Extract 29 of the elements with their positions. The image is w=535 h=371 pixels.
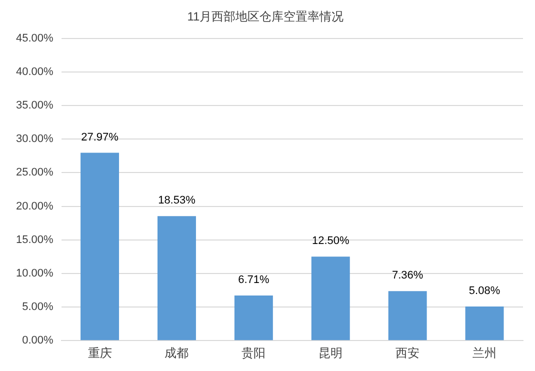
x-tick-label: 兰州 <box>472 346 497 360</box>
bar <box>388 291 427 340</box>
y-tick-label: 25.00% <box>16 166 54 179</box>
y-tick-label: 15.00% <box>16 234 54 246</box>
data-label: 5.08% <box>468 285 500 298</box>
data-label: 27.97% <box>81 131 119 144</box>
x-tick-label: 昆明 <box>318 346 343 360</box>
y-tick-label: 40.00% <box>16 66 54 78</box>
x-tick-label: 贵阳 <box>242 346 266 360</box>
bar <box>80 152 120 340</box>
data-label: 18.53% <box>158 194 196 207</box>
y-tick-label: 30.00% <box>16 133 54 146</box>
x-tick-label: 成都 <box>164 346 189 360</box>
data-label: 6.71% <box>238 274 270 286</box>
bar <box>157 216 196 340</box>
y-tick-label: 0.00% <box>22 334 54 347</box>
x-tick-label: 西安 <box>396 346 420 360</box>
chart-title: 11月西部地区仓库空置率情况 <box>187 10 344 24</box>
x-tick-label: 重庆 <box>88 346 112 360</box>
bar <box>234 296 273 340</box>
bar <box>465 306 504 340</box>
data-label: 7.36% <box>392 270 424 282</box>
y-tick-label: 20.00% <box>16 200 54 212</box>
data-label: 12.50% <box>312 235 350 248</box>
bar <box>311 256 350 340</box>
y-tick-label: 5.00% <box>22 301 54 314</box>
y-tick-label: 45.00% <box>16 32 54 44</box>
y-tick-label: 10.00% <box>16 267 54 280</box>
y-tick-label: 35.00% <box>16 100 54 112</box>
